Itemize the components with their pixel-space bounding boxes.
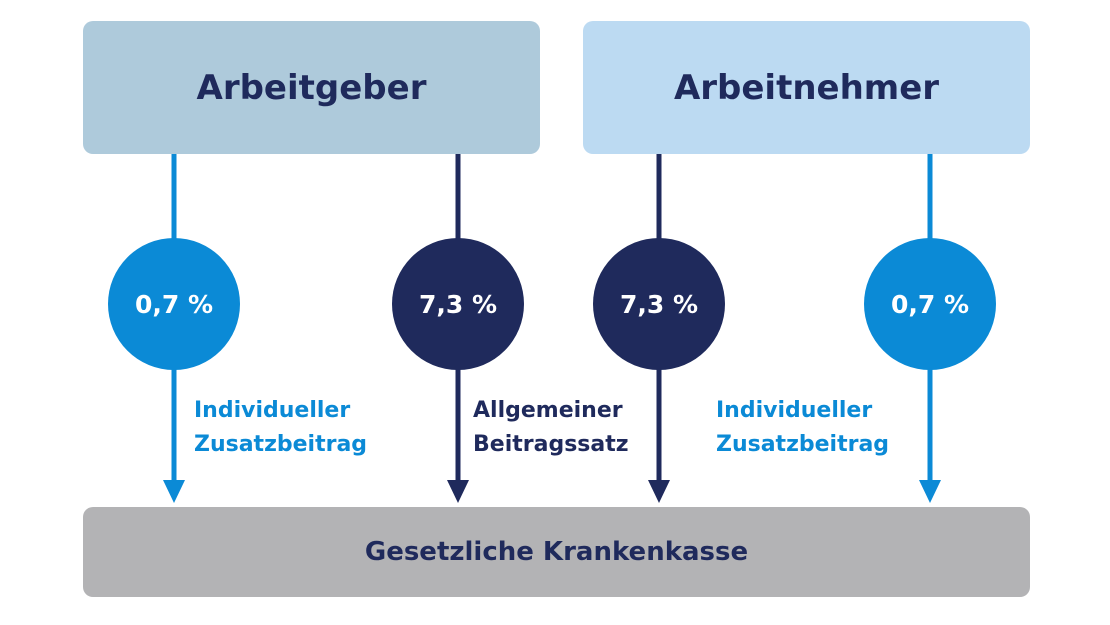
- employer-box: Arbeitgeber: [83, 21, 540, 154]
- label-line-2: Zusatzbeitrag: [716, 432, 890, 457]
- label-line-2: Zusatzbeitrag: [194, 432, 368, 457]
- arrow-head-employer-individual: [163, 480, 185, 503]
- rate-value: 0,7 %: [134, 289, 214, 319]
- arrow-head-employee-individual: [919, 480, 941, 503]
- employer-label: Arbeitgeber: [196, 67, 427, 108]
- rate-value: 7,3 %: [418, 289, 498, 319]
- individual-contribution-label-right: Individueller Zusatzbeitrag: [716, 394, 889, 462]
- general-rate-label: Allgemeiner Beitragssatz: [473, 394, 629, 462]
- label-line-1: Individueller: [194, 398, 351, 423]
- label-line-1: Allgemeiner: [473, 398, 623, 423]
- employee-box: Arbeitnehmer: [583, 21, 1030, 154]
- arrow-head-employer-general: [447, 480, 469, 503]
- label-line-2: Beitragssatz: [473, 432, 629, 457]
- rate-circle-employer-general: 7,3 %: [392, 238, 524, 370]
- rate-circle-employee-general: 7,3 %: [593, 238, 725, 370]
- label-line-1: Individueller: [716, 398, 873, 423]
- rate-value: 7,3 %: [619, 289, 699, 319]
- health-insurance-box: Gesetzliche Krankenkasse: [83, 507, 1030, 597]
- arrow-head-employee-general: [648, 480, 670, 503]
- rate-circle-employer-individual: 0,7 %: [108, 238, 240, 370]
- individual-contribution-label-left: Individueller Zusatzbeitrag: [194, 394, 367, 462]
- health-insurance-label: Gesetzliche Krankenkasse: [364, 537, 749, 567]
- rate-value: 0,7 %: [890, 289, 970, 319]
- employee-label: Arbeitnehmer: [673, 67, 940, 108]
- rate-circle-employee-individual: 0,7 %: [864, 238, 996, 370]
